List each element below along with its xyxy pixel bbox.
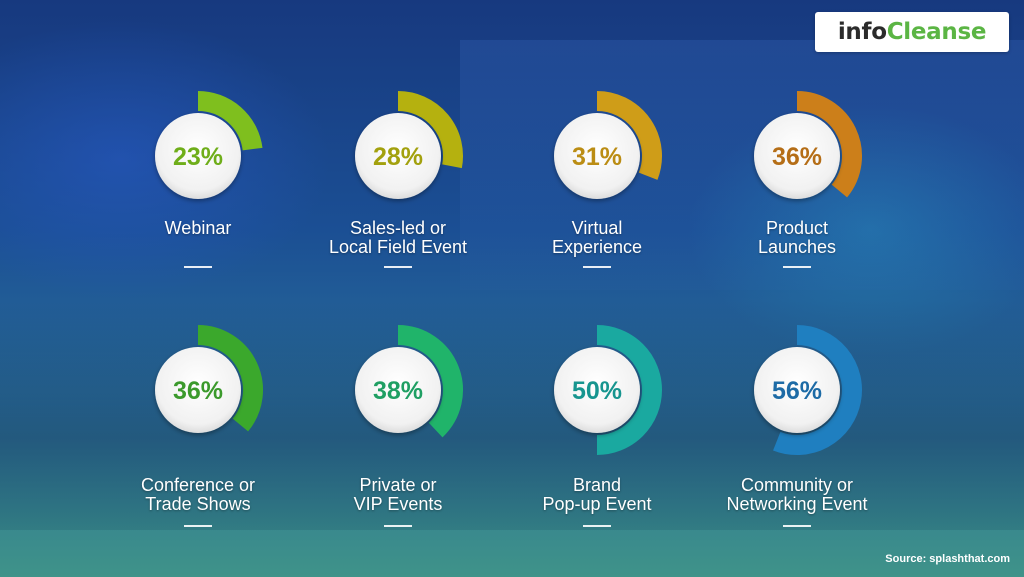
ring-arc	[397, 91, 463, 169]
category-label-line: Webinar	[164, 218, 232, 238]
category-label: Community or Networking Event	[687, 476, 907, 514]
ring-4: 36%	[155, 325, 263, 433]
category-label-line: Sales-led or	[349, 218, 447, 238]
ring-disc	[355, 347, 441, 433]
ring-arc	[796, 91, 862, 198]
category-label-line: Product	[765, 218, 829, 238]
label-divider	[583, 266, 611, 268]
ring-value-label: 28%	[373, 143, 423, 171]
category-label-line: Trade Shows	[145, 494, 251, 514]
label-divider	[783, 266, 811, 268]
category-label: Webinar	[88, 219, 308, 238]
ring-disc	[155, 113, 241, 199]
category-label: Private or VIP Events	[288, 476, 508, 514]
ring-arc	[197, 91, 263, 151]
ring-arc	[596, 325, 662, 455]
ring-value-label: 50%	[572, 377, 622, 405]
ring-arc	[773, 325, 862, 455]
category-label-line: Community or	[740, 475, 854, 495]
ring-arc	[197, 325, 263, 432]
ring-value-label: 38%	[373, 377, 423, 405]
category-label-line: Networking Event	[726, 494, 868, 514]
label-divider	[583, 525, 611, 527]
ring-2: 31%	[554, 91, 662, 199]
background-stage	[460, 40, 1024, 290]
category-label-line: Private or	[359, 475, 437, 495]
ring-disc	[554, 347, 640, 433]
infocleanse-logo: info Cleanse	[815, 12, 1009, 52]
label-divider	[783, 525, 811, 527]
ring-6: 50%	[554, 325, 662, 455]
label-divider	[384, 266, 412, 268]
ring-3: 36%	[754, 91, 862, 199]
category-label-line: Experience	[551, 237, 643, 257]
label-divider	[184, 266, 212, 268]
ring-7: 56%	[754, 325, 862, 455]
ring-value-label: 31%	[572, 143, 622, 171]
logo-text-info: info	[837, 19, 887, 45]
ring-value-label: 23%	[173, 143, 223, 171]
category-label-line: Conference or	[140, 475, 256, 495]
ring-disc	[155, 347, 241, 433]
ring-arc	[397, 325, 463, 438]
category-label: Product Launches	[687, 219, 907, 257]
category-label-line: Launches	[757, 237, 837, 257]
category-label-line: Local Field Event	[328, 237, 468, 257]
ring-value-label: 36%	[173, 377, 223, 405]
ring-value-label: 36%	[772, 143, 822, 171]
ring-1: 28%	[355, 91, 463, 199]
ring-arc	[596, 91, 662, 180]
category-label: Brand Pop-up Event	[487, 476, 707, 514]
category-label-line: Virtual	[571, 218, 623, 238]
ring-disc	[754, 347, 840, 433]
ring-0: 23%	[155, 91, 263, 199]
category-label-line: Pop-up Event	[542, 494, 652, 514]
category-label: Virtual Experience	[487, 219, 707, 257]
ring-value-label: 56%	[772, 377, 822, 405]
source-note: Source: splashthat.com	[885, 553, 1010, 565]
ring-disc	[355, 113, 441, 199]
category-label: Sales-led or Local Field Event	[288, 219, 508, 257]
label-divider	[184, 525, 212, 527]
ring-disc	[754, 113, 840, 199]
category-label-line: Brand	[572, 475, 622, 495]
ring-5: 38%	[355, 325, 463, 438]
ring-disc	[554, 113, 640, 199]
category-label: Conference or Trade Shows	[88, 476, 308, 514]
label-divider	[384, 525, 412, 527]
category-label-line: VIP Events	[353, 494, 443, 514]
logo-text-cleanse: Cleanse	[886, 19, 987, 45]
